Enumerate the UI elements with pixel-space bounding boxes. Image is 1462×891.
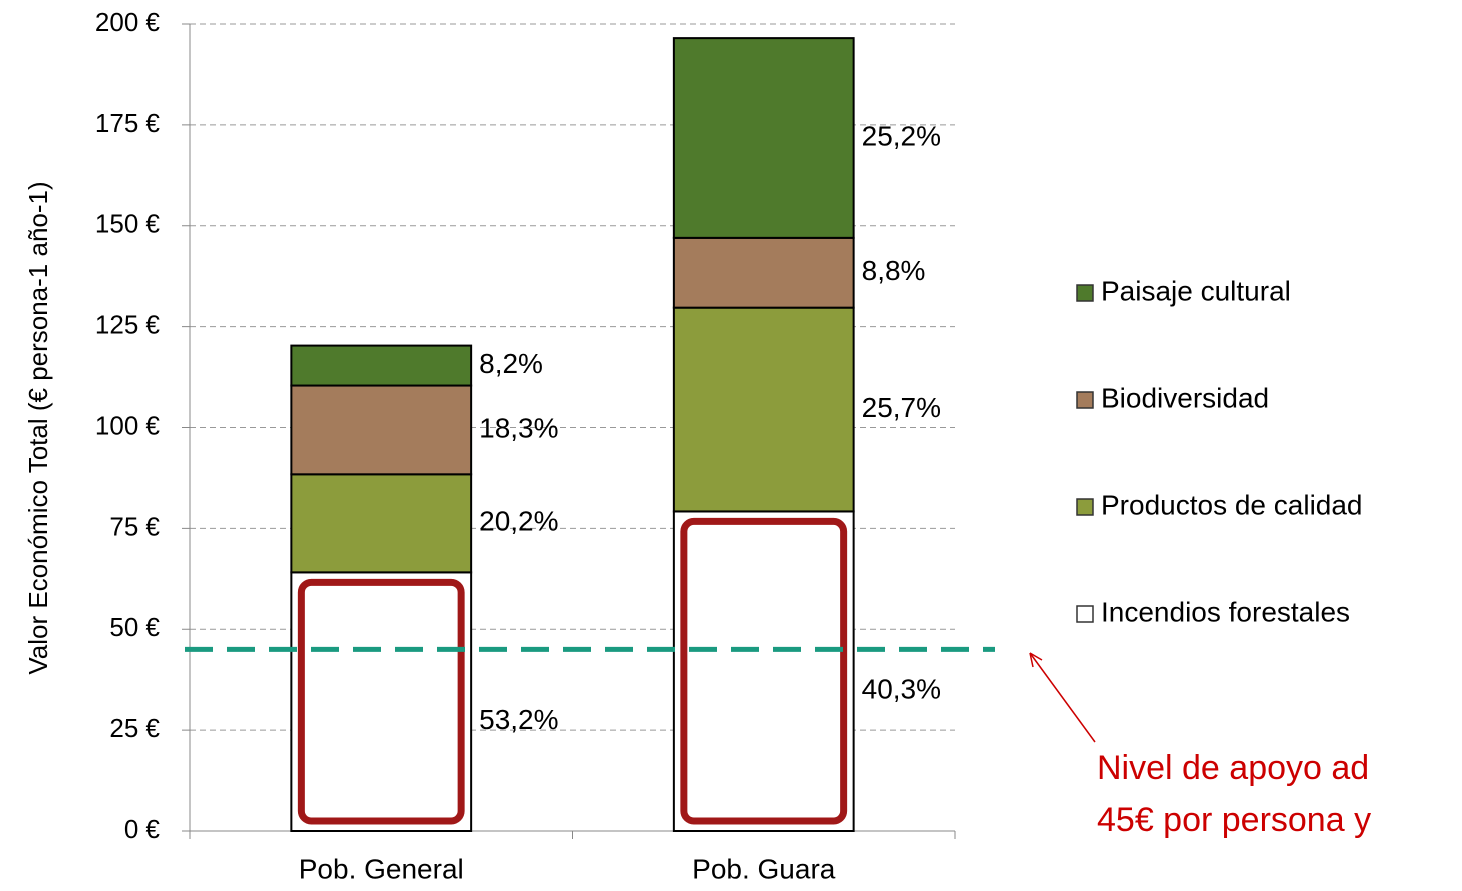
legend-swatch bbox=[1076, 605, 1094, 623]
percent-label: 25,2% bbox=[862, 120, 941, 151]
annotation: 45€ por persona y bbox=[1097, 801, 1371, 839]
legend-label: Productos de calidad bbox=[1101, 489, 1363, 520]
y-axis-label: Valor Económico Total (€ persona-1 año-1… bbox=[23, 181, 53, 674]
bar-segment bbox=[290, 384, 473, 476]
percent-label: 18,3% bbox=[479, 412, 558, 443]
annotation-arrow bbox=[1029, 652, 1096, 743]
y-tick-label: 25 € bbox=[109, 713, 160, 743]
legend-label: Paisaje cultural bbox=[1101, 275, 1291, 306]
percent-label: 20,2% bbox=[479, 506, 558, 537]
percent-label: 8,8% bbox=[862, 255, 926, 286]
y-tick-label: 50 € bbox=[109, 612, 160, 642]
y-tick-label: 175 € bbox=[95, 108, 161, 138]
x-tick-label: Pob. General bbox=[299, 853, 464, 884]
bar-segment bbox=[290, 571, 473, 832]
y-tick-label: 0 € bbox=[124, 814, 161, 844]
bar-segment bbox=[672, 236, 855, 309]
y-tick-label: 125 € bbox=[95, 310, 161, 340]
bar-segment bbox=[672, 510, 855, 832]
legend-label: Incendios forestales bbox=[1101, 596, 1350, 627]
percent-label: 40,3% bbox=[862, 674, 941, 705]
annotation: Nivel de apoyo ad bbox=[1097, 749, 1369, 787]
percent-label: 8,2% bbox=[479, 348, 543, 379]
bar-segment bbox=[290, 344, 473, 387]
y-tick-label: 100 € bbox=[95, 410, 161, 440]
bar-segment bbox=[672, 37, 855, 239]
segment-border bbox=[297, 578, 465, 825]
bar-segment bbox=[290, 473, 473, 574]
bar-segment bbox=[672, 306, 855, 513]
percent-label: 25,7% bbox=[862, 392, 941, 423]
y-tick-label: 150 € bbox=[95, 209, 161, 239]
legend-swatch bbox=[1076, 284, 1094, 302]
y-tick-label: 200 € bbox=[95, 7, 161, 37]
annotation-arrowhead bbox=[1029, 652, 1043, 668]
y-tick-label: 75 € bbox=[109, 511, 160, 541]
x-tick-label: Pob. Guara bbox=[692, 853, 836, 884]
legend-label: Biodiversidad bbox=[1101, 382, 1269, 413]
percent-label: 53,2% bbox=[479, 704, 558, 735]
segment-border bbox=[680, 517, 848, 825]
legend-swatch bbox=[1076, 391, 1094, 409]
legend-swatch bbox=[1076, 498, 1094, 516]
